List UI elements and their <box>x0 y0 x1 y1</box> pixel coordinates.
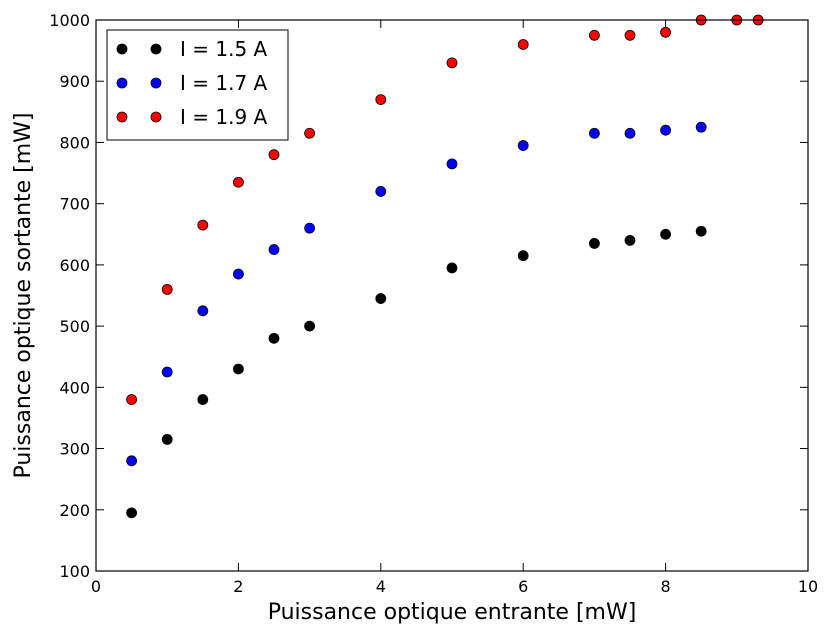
legend-marker <box>150 43 162 55</box>
x-tick-label: 6 <box>518 577 528 596</box>
data-point <box>517 140 529 151</box>
x-tick-label: 2 <box>233 577 243 596</box>
data-point <box>695 121 707 133</box>
legend-marker <box>116 43 128 55</box>
data-point <box>126 507 138 519</box>
data-point <box>589 238 600 249</box>
data-point <box>660 124 671 136</box>
y-tick-label: 800 <box>59 133 90 152</box>
y-tick-label: 900 <box>59 72 90 91</box>
data-point <box>268 244 280 255</box>
data-point <box>304 127 316 139</box>
data-point <box>660 26 671 38</box>
data-point <box>268 332 280 344</box>
data-point <box>232 176 244 188</box>
data-point <box>589 29 600 41</box>
legend: I = 1.5 A I = 1.7 A I = 1.9 A <box>106 29 289 141</box>
data-point <box>161 433 173 445</box>
data-point <box>446 158 458 170</box>
legend-marker <box>116 111 128 123</box>
data-point <box>517 250 529 262</box>
x-tick-label: 0 <box>91 577 101 596</box>
data-point <box>375 186 387 197</box>
ticks-layer: 0 2 4 6 8 10 100 200 300 400 500 600 700 800 900 1000 <box>49 11 818 596</box>
data-point <box>446 57 458 69</box>
data-point <box>589 127 600 139</box>
data-point <box>161 366 173 378</box>
data-point <box>126 394 138 405</box>
data-point <box>161 283 173 295</box>
points-layer <box>126 14 764 519</box>
legend-label: I = 1.5 A <box>180 37 268 61</box>
data-point <box>624 29 636 41</box>
plot-frame <box>95 19 809 572</box>
legend-label: I = 1.9 A <box>180 105 268 129</box>
data-point <box>624 127 636 139</box>
legend-box <box>106 29 289 141</box>
labels-layer: Puissance optique entrante [mW] Puissanc… <box>11 112 636 625</box>
data-point <box>695 225 707 237</box>
data-point <box>197 305 209 317</box>
y-tick-label: 600 <box>59 256 90 275</box>
y-tick-label: 200 <box>59 501 90 520</box>
data-point <box>232 268 244 280</box>
data-point <box>197 219 209 231</box>
y-tick-label: 1000 <box>49 11 90 30</box>
y-tick-label: 100 <box>59 562 90 581</box>
data-point <box>232 363 244 375</box>
data-point <box>660 228 671 240</box>
data-point <box>375 293 387 304</box>
legend-marker <box>150 77 162 89</box>
legend-label: I = 1.7 A <box>180 71 268 95</box>
data-point <box>517 39 529 50</box>
x-tick-label: 4 <box>376 577 386 596</box>
data-point <box>304 320 316 332</box>
data-point <box>197 394 209 405</box>
y-tick-label: 700 <box>59 195 90 214</box>
y-tick-label: 300 <box>59 440 90 459</box>
y-axis-label: Puissance optique sortante [mW] <box>11 112 36 478</box>
x-tick-label: 8 <box>661 577 671 596</box>
data-point <box>268 149 280 161</box>
data-point <box>126 455 138 467</box>
data-point <box>446 262 458 274</box>
legend-marker <box>150 111 162 123</box>
y-tick-label: 400 <box>59 378 90 397</box>
data-point <box>304 222 316 234</box>
data-point <box>375 94 387 105</box>
y-tick-label: 500 <box>59 317 90 336</box>
x-axis-label: Puissance optique entrante [mW] <box>268 600 637 625</box>
legend-marker <box>116 77 128 89</box>
x-tick-label: 10 <box>798 577 818 596</box>
data-point <box>624 234 636 246</box>
